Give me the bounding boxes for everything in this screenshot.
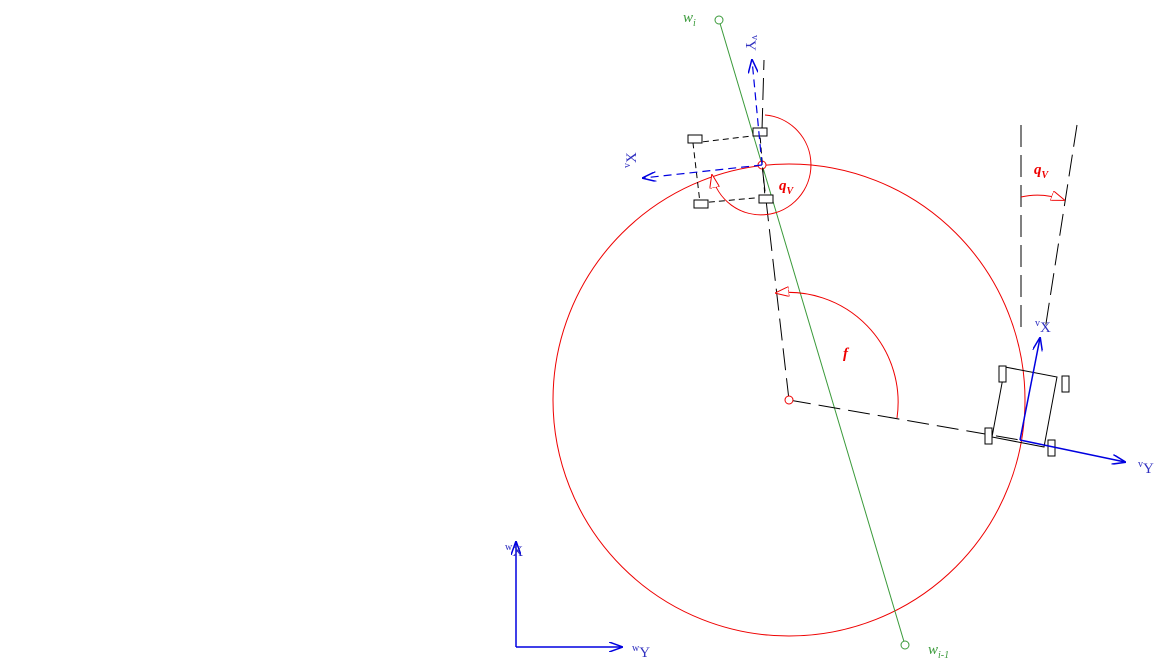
label: qV — [779, 178, 795, 197]
label-base: Y — [639, 645, 650, 661]
waypoint — [900, 640, 910, 650]
shapes — [516, 15, 1125, 650]
label: wY — [632, 643, 650, 661]
label: vX — [622, 152, 640, 168]
label: wi-1 — [928, 642, 949, 661]
world-axes — [516, 542, 622, 647]
label-base: w — [683, 10, 693, 26]
label-sup: v — [1138, 459, 1143, 470]
label-sub: V — [1042, 170, 1050, 181]
label-base: q — [1034, 162, 1042, 178]
label-sub: V — [787, 186, 795, 197]
label-base: Y — [742, 40, 758, 51]
ghost-axes — [643, 60, 763, 178]
center — [784, 395, 794, 405]
label: qV — [1034, 162, 1050, 181]
label-base: w — [928, 642, 938, 658]
label-sub: i-1 — [938, 650, 949, 661]
label-sup: v — [1035, 318, 1040, 329]
phase-arc — [776, 292, 899, 419]
ghost-heading-arc — [712, 114, 812, 216]
label-base: q — [779, 178, 787, 194]
label: vY — [742, 35, 760, 51]
radii — [761, 59, 1078, 441]
waypoint — [714, 15, 724, 25]
path-circle — [552, 163, 1026, 637]
vehicle-axes — [1019, 338, 1125, 462]
label: wi — [683, 10, 696, 29]
label: vX — [1035, 318, 1051, 336]
vehicle — [984, 365, 1070, 457]
ghost-vehicle — [687, 127, 774, 209]
label: f — [843, 346, 850, 362]
label-base: X — [512, 544, 523, 560]
label-base: X — [1040, 320, 1051, 336]
label-sup: v — [622, 163, 633, 168]
label: vY — [1138, 459, 1154, 477]
label-sub: i — [693, 18, 696, 29]
label: wX — [505, 542, 523, 560]
label-sup: v — [749, 35, 760, 40]
segment — [718, 19, 906, 646]
label-sup: w — [632, 643, 640, 654]
label-base: X — [624, 152, 640, 163]
heading-arc — [1020, 195, 1064, 200]
label-base: f — [843, 346, 850, 362]
label-base: Y — [1143, 461, 1154, 477]
label-sup: w — [505, 542, 513, 553]
